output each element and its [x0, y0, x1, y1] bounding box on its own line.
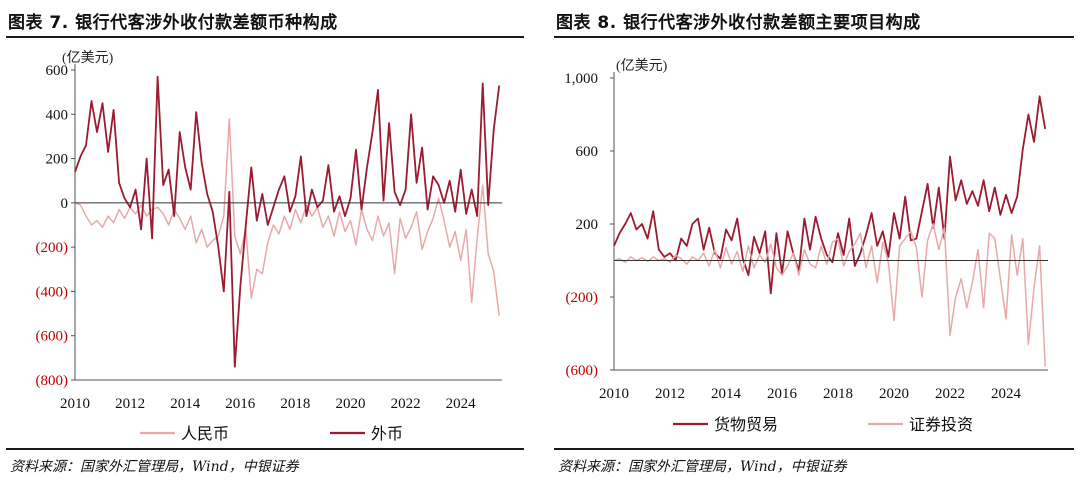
legend-label: 货物贸易 — [714, 416, 778, 434]
y-tick-label: 1,000 — [564, 71, 598, 87]
unit-label: (亿美元) — [62, 50, 114, 66]
x-tick-label: 2010 — [599, 386, 629, 402]
y-tick-label: 600 — [576, 144, 599, 160]
x-tick-label: 2020 — [335, 396, 365, 412]
x-tick-label: 2014 — [170, 396, 201, 412]
y-tick-label: (400) — [36, 284, 69, 300]
x-tick-label: 2018 — [280, 396, 310, 412]
y-tick-label: 600 — [46, 63, 69, 79]
source-rule — [6, 448, 524, 450]
unit-label: (亿美元) — [616, 58, 668, 74]
legend-label: 人民币 — [181, 425, 229, 443]
source-note: 资料来源：国家外汇管理局，Wind，中银证券 — [558, 459, 847, 475]
x-tick-label: 2010 — [60, 396, 90, 412]
series-line-外币 — [74, 75, 501, 368]
x-tick-label: 2012 — [115, 396, 145, 412]
x-tick-label: 2020 — [879, 386, 909, 402]
title-rule — [554, 36, 1074, 38]
x-tick-label: 2012 — [655, 386, 685, 402]
series-line-人民币 — [74, 117, 500, 316]
y-tick-label: (600) — [566, 363, 599, 379]
legend-label: 证券投资 — [909, 416, 973, 434]
currency-composition-chart: (亿美元)600 400 200 0 (200) (400) (600) (800) 2010 2… — [36, 50, 502, 443]
title-rule — [6, 36, 524, 38]
x-tick-label: 2024 — [446, 396, 477, 412]
main-items-composition-chart: (亿美元) 1,000 600 200 (200) (600)2010 2012 2014 20… — [564, 58, 1048, 434]
x-tick-label: 2022 — [935, 386, 965, 402]
x-tick-label: 2016 — [225, 396, 256, 412]
source-note: 资料来源：国家外汇管理局，Wind，中银证券 — [10, 459, 299, 475]
main-items-composition-panel: 图表 8. 银行代客涉外收付款差额主要项目构成 (亿美元) 1,000 600 200… — [548, 0, 1080, 484]
x-tick-label: 2014 — [711, 386, 742, 402]
y-tick-label: 200 — [576, 217, 599, 233]
series-line-证券投资 — [613, 223, 1046, 367]
x-tick-label: 2016 — [767, 386, 798, 402]
chart-title: 图表 8. 银行代客涉外收付款差额主要项目构成 — [556, 13, 921, 33]
x-tick-label: 2024 — [991, 386, 1022, 402]
y-tick-label: 400 — [46, 107, 69, 123]
y-tick-label: 0 — [61, 196, 69, 212]
x-tick-label: 2022 — [391, 396, 421, 412]
y-tick-label: (600) — [36, 329, 69, 345]
y-tick-label: (200) — [36, 240, 69, 256]
y-tick-label: 200 — [46, 152, 69, 168]
source-rule — [554, 448, 1074, 450]
currency-composition-panel: 图表 7. 银行代客涉外收付款差额币种构成 (亿美元) 600 400 200 0 (20… — [0, 0, 530, 484]
y-tick-label: (200) — [566, 290, 599, 306]
x-tick-label: 2018 — [823, 386, 853, 402]
chart-title: 图表 7. 银行代客涉外收付款差额币种构成 — [8, 13, 338, 33]
legend-label: 外币 — [371, 425, 403, 443]
y-tick-label: (800) — [36, 373, 69, 389]
series-line-货物贸易 — [613, 95, 1047, 295]
